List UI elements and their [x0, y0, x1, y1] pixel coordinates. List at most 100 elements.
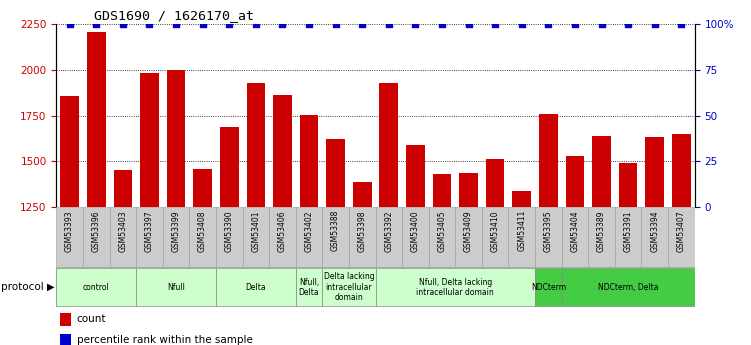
- Bar: [406, 145, 425, 345]
- FancyBboxPatch shape: [216, 268, 296, 306]
- Point: [569, 21, 581, 27]
- Text: GSM53410: GSM53410: [490, 210, 499, 252]
- Text: GSM53403: GSM53403: [119, 210, 128, 252]
- FancyBboxPatch shape: [376, 207, 402, 267]
- Text: Delta lacking
intracellular
domain: Delta lacking intracellular domain: [324, 272, 374, 302]
- Text: GSM53394: GSM53394: [650, 210, 659, 252]
- Point: [675, 21, 687, 27]
- Text: GSM53408: GSM53408: [198, 210, 207, 252]
- Bar: [193, 169, 212, 345]
- Point: [489, 21, 501, 27]
- FancyBboxPatch shape: [482, 207, 508, 267]
- FancyBboxPatch shape: [136, 268, 216, 306]
- Text: Nfull, Delta lacking
intracellular domain: Nfull, Delta lacking intracellular domai…: [416, 277, 494, 297]
- FancyBboxPatch shape: [641, 207, 668, 267]
- FancyBboxPatch shape: [110, 207, 136, 267]
- Bar: [379, 83, 398, 345]
- Bar: [87, 32, 106, 345]
- FancyBboxPatch shape: [376, 268, 535, 306]
- Point: [330, 21, 342, 27]
- Bar: [539, 114, 558, 345]
- Point: [622, 21, 634, 27]
- Bar: [326, 139, 345, 345]
- Point: [117, 21, 129, 27]
- Point: [463, 21, 475, 27]
- Bar: [672, 134, 691, 345]
- Point: [197, 21, 209, 27]
- Text: GSM53402: GSM53402: [304, 210, 313, 252]
- Text: Nfull,
Delta: Nfull, Delta: [299, 277, 319, 297]
- Text: GSM53400: GSM53400: [411, 210, 420, 252]
- Bar: [273, 96, 291, 345]
- Point: [542, 21, 554, 27]
- FancyBboxPatch shape: [562, 207, 588, 267]
- Text: GSM53389: GSM53389: [597, 210, 606, 252]
- Text: GSM53392: GSM53392: [385, 210, 394, 252]
- Point: [250, 21, 262, 27]
- Point: [223, 21, 235, 27]
- FancyBboxPatch shape: [59, 334, 71, 345]
- Bar: [353, 182, 372, 345]
- Text: Delta: Delta: [246, 283, 266, 292]
- FancyBboxPatch shape: [455, 207, 482, 267]
- Point: [64, 21, 76, 27]
- Point: [170, 21, 182, 27]
- FancyBboxPatch shape: [402, 207, 429, 267]
- Bar: [512, 190, 531, 345]
- Text: GSM53391: GSM53391: [623, 210, 632, 252]
- Point: [516, 21, 528, 27]
- Point: [90, 21, 102, 27]
- FancyBboxPatch shape: [243, 207, 269, 267]
- Text: GSM53393: GSM53393: [65, 210, 74, 252]
- FancyBboxPatch shape: [216, 207, 243, 267]
- FancyBboxPatch shape: [189, 207, 216, 267]
- Text: GSM53401: GSM53401: [252, 210, 261, 252]
- Text: GSM53404: GSM53404: [571, 210, 580, 252]
- Text: GSM53398: GSM53398: [357, 210, 366, 252]
- Text: percentile rank within the sample: percentile rank within the sample: [77, 335, 252, 345]
- Text: ▶: ▶: [47, 282, 55, 292]
- FancyBboxPatch shape: [429, 207, 455, 267]
- FancyBboxPatch shape: [56, 207, 83, 267]
- Text: control: control: [83, 283, 110, 292]
- FancyBboxPatch shape: [322, 268, 376, 306]
- Text: GSM53405: GSM53405: [438, 210, 447, 252]
- FancyBboxPatch shape: [588, 207, 615, 267]
- Point: [596, 21, 608, 27]
- Text: protocol: protocol: [1, 282, 44, 292]
- Bar: [433, 174, 451, 345]
- Text: GSM53395: GSM53395: [544, 210, 553, 252]
- Bar: [619, 163, 638, 345]
- Bar: [60, 96, 79, 345]
- FancyBboxPatch shape: [56, 267, 695, 307]
- FancyBboxPatch shape: [296, 268, 322, 306]
- FancyBboxPatch shape: [59, 313, 71, 326]
- FancyBboxPatch shape: [136, 207, 163, 267]
- Bar: [460, 173, 478, 345]
- FancyBboxPatch shape: [668, 207, 695, 267]
- Bar: [566, 156, 584, 345]
- Text: Nfull: Nfull: [167, 283, 185, 292]
- FancyBboxPatch shape: [322, 207, 349, 267]
- FancyBboxPatch shape: [163, 207, 189, 267]
- Text: GDS1690 / 1626170_at: GDS1690 / 1626170_at: [94, 9, 254, 22]
- Text: GSM53411: GSM53411: [517, 210, 526, 252]
- Bar: [486, 159, 505, 345]
- FancyBboxPatch shape: [56, 268, 136, 306]
- FancyBboxPatch shape: [508, 207, 535, 267]
- Text: GSM53407: GSM53407: [677, 210, 686, 252]
- Text: GSM53397: GSM53397: [145, 210, 154, 252]
- Bar: [167, 70, 185, 345]
- Point: [409, 21, 421, 27]
- FancyBboxPatch shape: [269, 207, 296, 267]
- Text: GSM53409: GSM53409: [464, 210, 473, 252]
- FancyBboxPatch shape: [83, 207, 110, 267]
- Text: GSM53390: GSM53390: [225, 210, 234, 252]
- FancyBboxPatch shape: [562, 268, 695, 306]
- Point: [303, 21, 315, 27]
- Text: GSM53406: GSM53406: [278, 210, 287, 252]
- Bar: [220, 127, 239, 345]
- Bar: [300, 115, 318, 345]
- Point: [436, 21, 448, 27]
- Text: NDCterm, Delta: NDCterm, Delta: [598, 283, 659, 292]
